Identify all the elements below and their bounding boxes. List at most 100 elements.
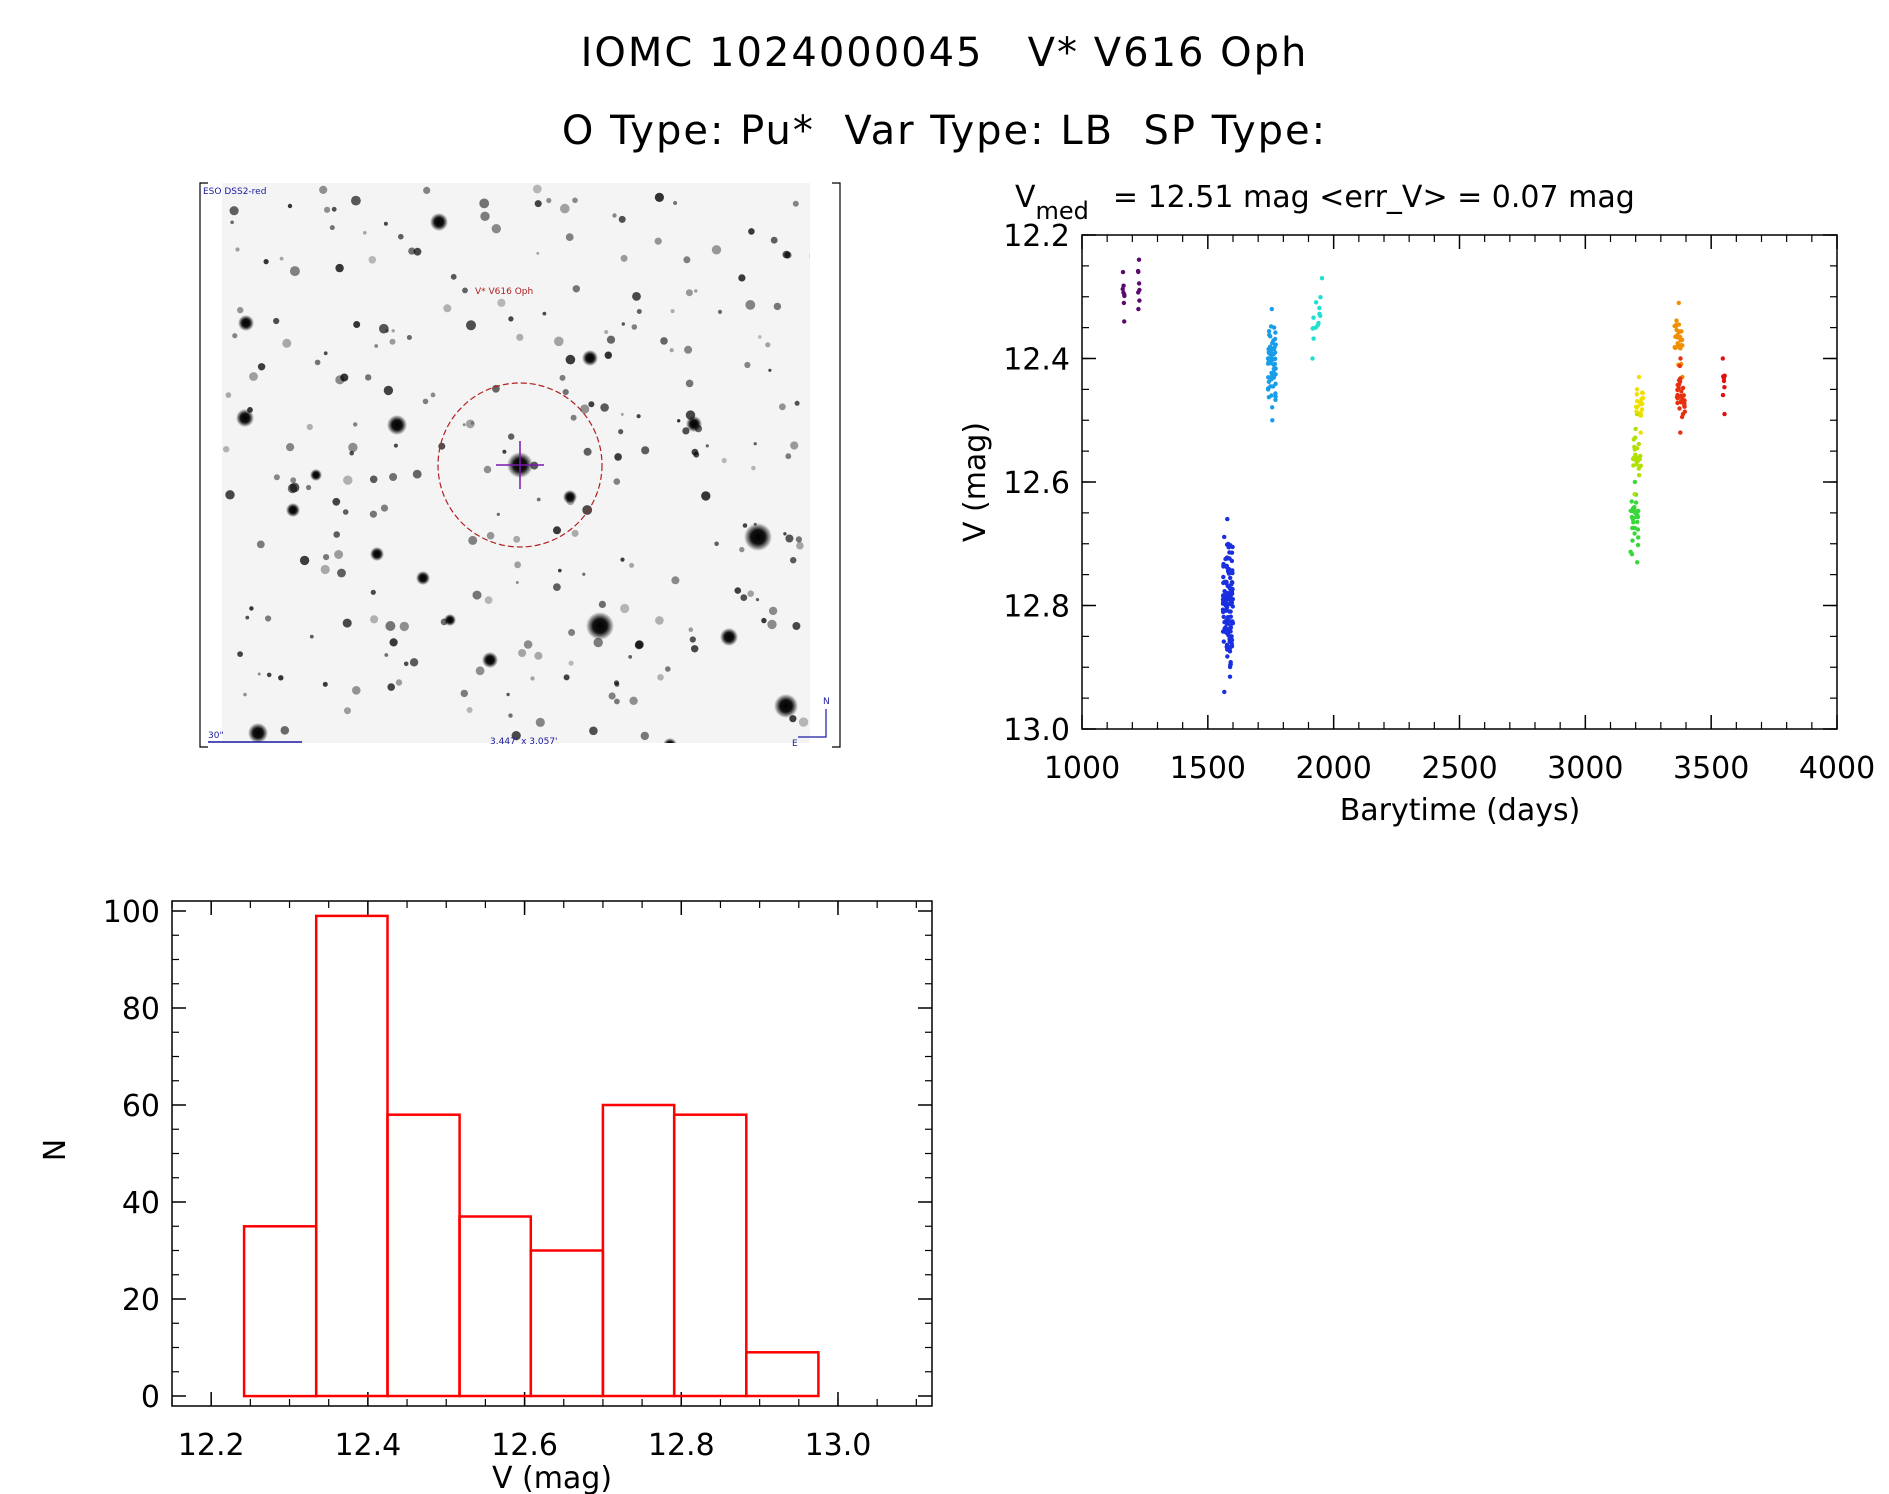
finder-star [506,692,510,697]
finder-star [412,469,422,479]
finder-star [714,541,719,547]
histogram-x-tick-label: 12.8 [648,1428,715,1463]
finder-star [353,321,361,328]
finder-star [287,203,293,209]
lightcurve-point [1228,575,1233,581]
finder-star [748,228,755,235]
finder-star [598,600,607,609]
finder-star [320,564,330,575]
finder-star [536,251,540,255]
lightcurve-point [1271,362,1277,367]
finder-star [530,676,535,681]
finder-star [618,429,624,435]
finder-star [604,330,609,334]
lightcurve-point [1632,492,1637,497]
lightcurve-point [1678,376,1683,381]
finder-star [790,557,797,564]
finder-star [332,497,341,506]
finder-star [398,233,404,240]
finder-star [620,557,625,562]
lightcurve-point [1638,430,1643,435]
finder-star [380,504,389,512]
fov-label: 3.447' x 3.057' [490,737,558,747]
finder-star [688,627,694,632]
finder-star [460,689,468,698]
finder-star [324,206,331,213]
north-label: N [823,697,830,707]
lightcurve-point [1227,664,1233,670]
lightcurve-point [1675,400,1680,406]
lightcurve-point [1634,409,1639,414]
lightcurve-point [1680,385,1686,391]
lightcurve-point [1630,517,1636,522]
finder-star [229,206,239,216]
lightcurve-point [1317,305,1322,311]
finder-star [721,457,727,464]
finder-star [486,531,495,540]
finder-star [342,618,352,628]
chart-title-line2: O Type: Pu* Var Type: LB SP Type: [0,108,1889,154]
finder-star [387,683,396,691]
finder-star [758,335,762,339]
finder-star [257,672,261,676]
finder-star [466,320,476,331]
finder-star [484,596,493,604]
finder-star [635,640,644,649]
lightcurve-point [1630,507,1636,512]
lightcurve-point [1311,336,1316,341]
lightcurve-point [1224,618,1229,623]
lightcurve-point [1674,322,1679,327]
lightcurve-series-season-11 [1720,356,1727,417]
finder-star [608,692,616,700]
finder-star [502,449,507,454]
lightcurve-point [1266,379,1272,384]
compass-arrows [798,709,827,738]
finder-star [694,289,698,293]
histogram-y-tick-label: 0 [141,1380,160,1415]
finder-star [685,289,693,297]
finder-bright-star [416,571,430,585]
lightcurve-point [1720,392,1726,398]
variability-type: Var Type: LB [844,108,1115,154]
lightcurve-point [1313,300,1319,305]
finder-bright-star [430,213,448,231]
lightcurve-point [1678,346,1683,351]
lightcurve-point [1226,567,1232,572]
finder-star-field [223,184,810,743]
lightcurve-point [1228,625,1234,630]
lightcurve-point [1271,384,1276,389]
histogram-panel: 12.2 12.4 12.6 12.8 13.0 0 20 40 60 80 100 V (mag)… [38,895,933,1494]
finder-star [480,211,490,221]
finder-star [779,403,786,411]
finder-star [379,323,389,334]
finder-star [767,619,777,630]
finder-star [263,259,269,265]
lightcurve-point [1221,564,1226,569]
lightcurve-y-tick-label: 12.8 [1003,590,1070,625]
finder-star [443,304,452,313]
east-label: E [792,739,798,749]
finder-star [580,404,590,414]
lightcurve-series-season-5 [1310,276,1325,361]
finder-star [342,509,349,515]
finder-star [282,338,292,348]
lightcurve-point [1136,281,1142,286]
lightcurve-series-season-10 [1674,356,1688,435]
finder-star [701,491,711,501]
lightcurve-x-label: Barytime (days) [1340,793,1581,828]
histogram-x-tick-label: 13.0 [805,1428,872,1463]
finder-star [470,421,475,425]
finder-star [536,497,541,502]
lightcurve-point [1629,499,1634,504]
histogram-bar [386,1113,461,1398]
finder-star [583,447,592,456]
finder-star [319,185,328,194]
finder-star [314,359,321,366]
finder-star [369,510,377,518]
finder-star [773,302,782,311]
finder-star [409,658,419,667]
finder-star [560,203,570,214]
finder-star [553,583,561,591]
lightcurve-plot-frame [1081,234,1838,730]
lightcurve-point [1674,318,1679,323]
